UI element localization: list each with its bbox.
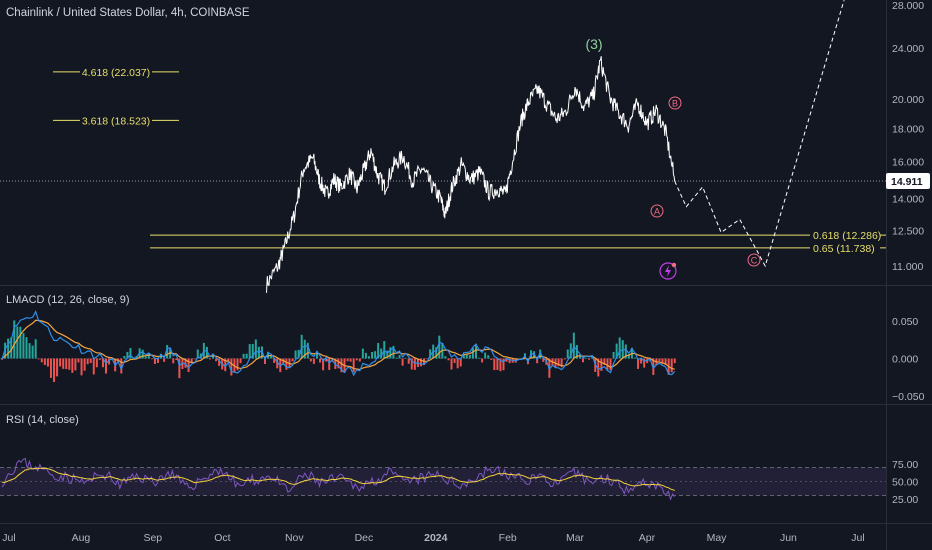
time-tick-label: Sep <box>143 532 162 544</box>
rsi-ma-line <box>1 467 675 491</box>
price-tick-label: 18.000 <box>892 123 924 135</box>
rsi-tick-label: 75.00 <box>892 459 918 471</box>
time-tick-label: Oct <box>214 532 230 544</box>
price-tick-label: 14.000 <box>892 194 924 206</box>
fib-label: 4.618 (22.037) <box>82 67 150 79</box>
fib-label: 0.618 (12.286) <box>813 230 881 242</box>
price-tick-label: 24.000 <box>892 43 924 55</box>
time-tick-label: Dec <box>355 532 374 544</box>
time-tick-label: Nov <box>285 532 304 544</box>
time-tick-label: Jul <box>851 532 864 544</box>
price-tick-label: 16.000 <box>892 156 924 168</box>
lightning-icon[interactable] <box>659 262 677 280</box>
wave-label-b: B <box>672 99 678 109</box>
current-price-badge <box>886 173 930 190</box>
macd-tick-label: 0.050 <box>892 316 918 328</box>
lightning-icon-dot <box>671 262 677 268</box>
wave-label-c: C <box>751 256 758 266</box>
fib-label: 0.65 (11.738) <box>813 243 875 255</box>
time-tick-label: Mar <box>566 532 585 544</box>
rsi-tick-label: 50.00 <box>892 477 918 489</box>
price-tick-label: 28.000 <box>892 0 924 12</box>
macd-title: LMACD (12, 26, close, 9) <box>6 294 130 306</box>
rsi-title: RSI (14, close) <box>6 414 79 426</box>
price-tick-label: 12.500 <box>892 225 924 237</box>
wave-label-a-circle <box>650 204 664 218</box>
rsi-line <box>1 457 676 501</box>
time-tick-label: 2024 <box>424 532 448 544</box>
wave-label-c-circle <box>747 253 761 267</box>
fib-label: 3.618 (18.523) <box>82 115 150 127</box>
price-tick-label: 20.000 <box>892 94 924 106</box>
rsi-tick-label: 25.00 <box>892 494 918 506</box>
price-tick-label: 11.000 <box>892 261 923 273</box>
time-tick-label: Aug <box>72 532 91 544</box>
time-tick-label: Jun <box>780 532 797 544</box>
price-series-line <box>266 56 676 293</box>
chart-title: Chainlink / United States Dollar, 4h, CO… <box>6 7 250 19</box>
time-tick-label: Apr <box>639 532 656 544</box>
wave-label-3: (3) <box>585 36 602 52</box>
macd-signal-line <box>1 319 675 371</box>
current-price-label: 14.911 <box>891 176 923 188</box>
macd-tick-label: −0.050 <box>892 391 925 403</box>
macd-line <box>1 310 676 377</box>
projection-series-line <box>674 0 845 268</box>
rsi-band <box>0 467 886 496</box>
time-tick-label: May <box>707 532 728 544</box>
macd-tick-label: 0.000 <box>892 354 918 366</box>
time-tick-label: Feb <box>499 532 517 544</box>
time-tick-label: Jul <box>2 532 15 544</box>
lightning-icon-glyph <box>665 265 671 277</box>
wave-label-a: A <box>654 207 660 217</box>
wave-label-b-circle <box>668 96 682 110</box>
